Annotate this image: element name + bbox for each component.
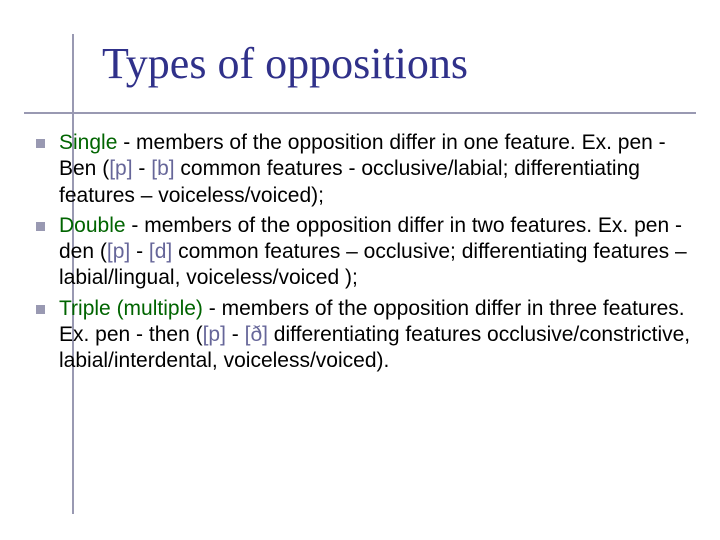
list-item: Double - members of the opposition diffe… (36, 213, 696, 292)
phonetic-symbol: [p] (107, 240, 130, 263)
list-item: Single - members of the opposition diffe… (36, 130, 696, 209)
phonetic-symbol: [p] (203, 323, 226, 346)
text-segment: - (133, 157, 152, 180)
phonetic-symbol: [d] (149, 240, 172, 263)
item-text: Double - members of the opposition diffe… (59, 213, 696, 292)
slide: Types of oppositions Single - members of… (0, 0, 720, 540)
opposition-term: Triple (multiple) (59, 297, 203, 320)
item-text: Single - members of the opposition diffe… (59, 130, 696, 209)
bullet-icon (36, 139, 45, 148)
bullet-icon (36, 222, 45, 231)
phonetic-symbol: [p] (109, 157, 132, 180)
bullet-icon (36, 305, 45, 314)
slide-title: Types of oppositions (102, 38, 468, 89)
list-item: Triple (multiple) - members of the oppos… (36, 296, 696, 375)
phonetic-symbol: [ð] (245, 323, 268, 346)
slide-body: Single - members of the opposition diffe… (36, 130, 696, 378)
opposition-term: Double (59, 214, 126, 237)
text-segment: - (226, 323, 245, 346)
horizontal-rule (24, 112, 696, 114)
opposition-term: Single (59, 131, 117, 154)
item-text: Triple (multiple) - members of the oppos… (59, 296, 696, 375)
text-segment: - (130, 240, 149, 263)
phonetic-symbol: [b] (151, 157, 174, 180)
